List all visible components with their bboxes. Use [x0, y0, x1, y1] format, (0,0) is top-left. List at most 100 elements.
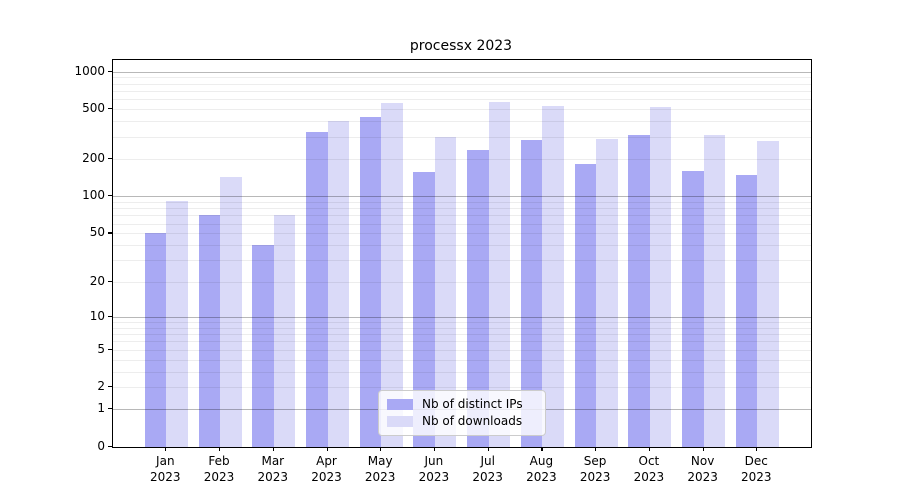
legend-swatch-downloads — [387, 416, 413, 427]
gridline-minor — [113, 136, 811, 138]
x-tick-label-feb: Feb 2023 — [203, 454, 235, 484]
bar-downloads-oct — [649, 106, 672, 447]
gridline-minor — [113, 387, 811, 389]
gridline-minor — [113, 83, 811, 85]
y-tick — [108, 386, 112, 388]
bar-downloads-jan — [166, 200, 188, 447]
bar-downloads-apr — [327, 120, 349, 447]
gridline-minor — [113, 223, 811, 225]
bar-distinct-ips-nov — [682, 170, 704, 447]
x-tick-label-oct: Oct 2023 — [633, 454, 665, 484]
x-tick-label-mar: Mar 2023 — [257, 454, 289, 484]
bar-distinct-ips-apr — [306, 131, 328, 447]
x-tick-label-dec: Dec 2023 — [741, 454, 772, 484]
bar-distinct-ips-jan — [144, 233, 167, 447]
y-tick — [108, 280, 112, 282]
gridline-minor — [113, 371, 811, 373]
legend: Nb of distinct IPs Nb of downloads — [378, 390, 546, 436]
gridline-minor — [113, 77, 811, 79]
gridline-minor — [113, 321, 811, 323]
y-tick-label: 10 — [89, 308, 105, 323]
y-tick — [108, 232, 112, 234]
x-tick — [326, 447, 328, 451]
bar-distinct-ips-dec — [735, 174, 758, 447]
x-tick-label-nov: Nov 2023 — [687, 454, 718, 484]
bar-downloads-mar — [273, 214, 296, 447]
x-tick-label-apr: Apr 2023 — [311, 454, 342, 484]
bar-downloads-sep — [596, 139, 618, 447]
gridline-minor — [113, 109, 811, 111]
gridline-minor — [113, 327, 811, 329]
y-tick — [108, 348, 112, 350]
bar-downloads-dec — [757, 141, 779, 447]
gridline-minor — [113, 99, 811, 101]
y-tick-label: 50 — [89, 225, 105, 240]
y-tick-label: 100 — [82, 188, 105, 203]
gridline-minor — [113, 233, 811, 235]
x-tick-label-jul: Jul 2023 — [472, 454, 503, 484]
x-tick — [380, 447, 382, 451]
x-tick — [702, 447, 704, 451]
bar-distinct-ips-jun — [413, 171, 435, 447]
y-tick-label: 5 — [97, 341, 105, 356]
y-tick — [108, 195, 112, 197]
y-tick — [108, 315, 112, 317]
legend-row-downloads: Nb of downloads — [387, 414, 537, 429]
gridline-minor — [113, 281, 811, 283]
y-tick-label: 1000 — [74, 63, 105, 78]
y-tick-label: 0 — [97, 439, 105, 453]
x-tick — [541, 447, 543, 451]
gridline-minor — [113, 349, 811, 351]
y-tick — [108, 446, 112, 448]
bar-downloads-jul — [488, 102, 511, 447]
y-tick — [108, 70, 112, 72]
x-tick — [165, 447, 167, 451]
bar-distinct-ips-mar — [252, 245, 274, 447]
gridline-minor — [113, 341, 811, 343]
x-tick — [219, 447, 221, 451]
gridline-minor — [113, 260, 811, 262]
gridline-minor — [113, 245, 811, 247]
legend-row-distinct-ips: Nb of distinct IPs — [387, 397, 537, 412]
x-tick — [487, 447, 489, 451]
x-tick — [756, 447, 758, 451]
bar-distinct-ips-may — [359, 116, 382, 447]
gridline-major — [113, 196, 811, 198]
bar-downloads-nov — [703, 134, 726, 447]
bar-distinct-ips-sep — [574, 164, 597, 447]
bar-distinct-ips-feb — [198, 214, 220, 447]
gridline-minor — [113, 201, 811, 203]
gridline-minor — [113, 121, 811, 123]
y-tick-label: 20 — [89, 273, 105, 288]
gridline-minor — [113, 91, 811, 92]
bar-distinct-ips-jul — [467, 150, 489, 447]
y-tick-label: 500 — [82, 101, 105, 116]
y-tick-label: 1 — [97, 401, 105, 416]
y-tick — [108, 157, 112, 160]
gridline-minor — [113, 215, 811, 217]
x-tick-label-jan: Jan 2023 — [150, 454, 181, 484]
x-tick-label-may: May 2023 — [364, 454, 396, 484]
bar-downloads-aug — [542, 105, 564, 447]
y-tick-label: 2 — [97, 379, 105, 394]
x-tick-label-sep: Sep 2023 — [579, 454, 611, 484]
legend-swatch-distinct-ips — [387, 399, 413, 410]
legend-label-downloads: Nb of downloads — [422, 414, 523, 428]
bar-distinct-ips-oct — [628, 134, 650, 447]
legend-label-distinct-ips: Nb of distinct IPs — [422, 397, 523, 411]
gridline-minor — [113, 334, 811, 335]
bar-downloads-jun — [434, 136, 457, 447]
y-tick — [108, 408, 112, 410]
x-tick — [272, 447, 274, 451]
x-tick-label-jun: Jun 2023 — [418, 454, 450, 484]
bar-downloads-may — [381, 102, 403, 447]
bar-distinct-ips-aug — [520, 139, 543, 447]
gridline-minor — [113, 158, 811, 160]
gridline-minor — [113, 359, 811, 361]
y-tick-label: 200 — [82, 150, 105, 165]
plot-area — [112, 59, 812, 448]
chart-title: processx 2023 — [409, 38, 513, 54]
x-tick — [433, 447, 436, 451]
x-tick — [648, 447, 651, 451]
